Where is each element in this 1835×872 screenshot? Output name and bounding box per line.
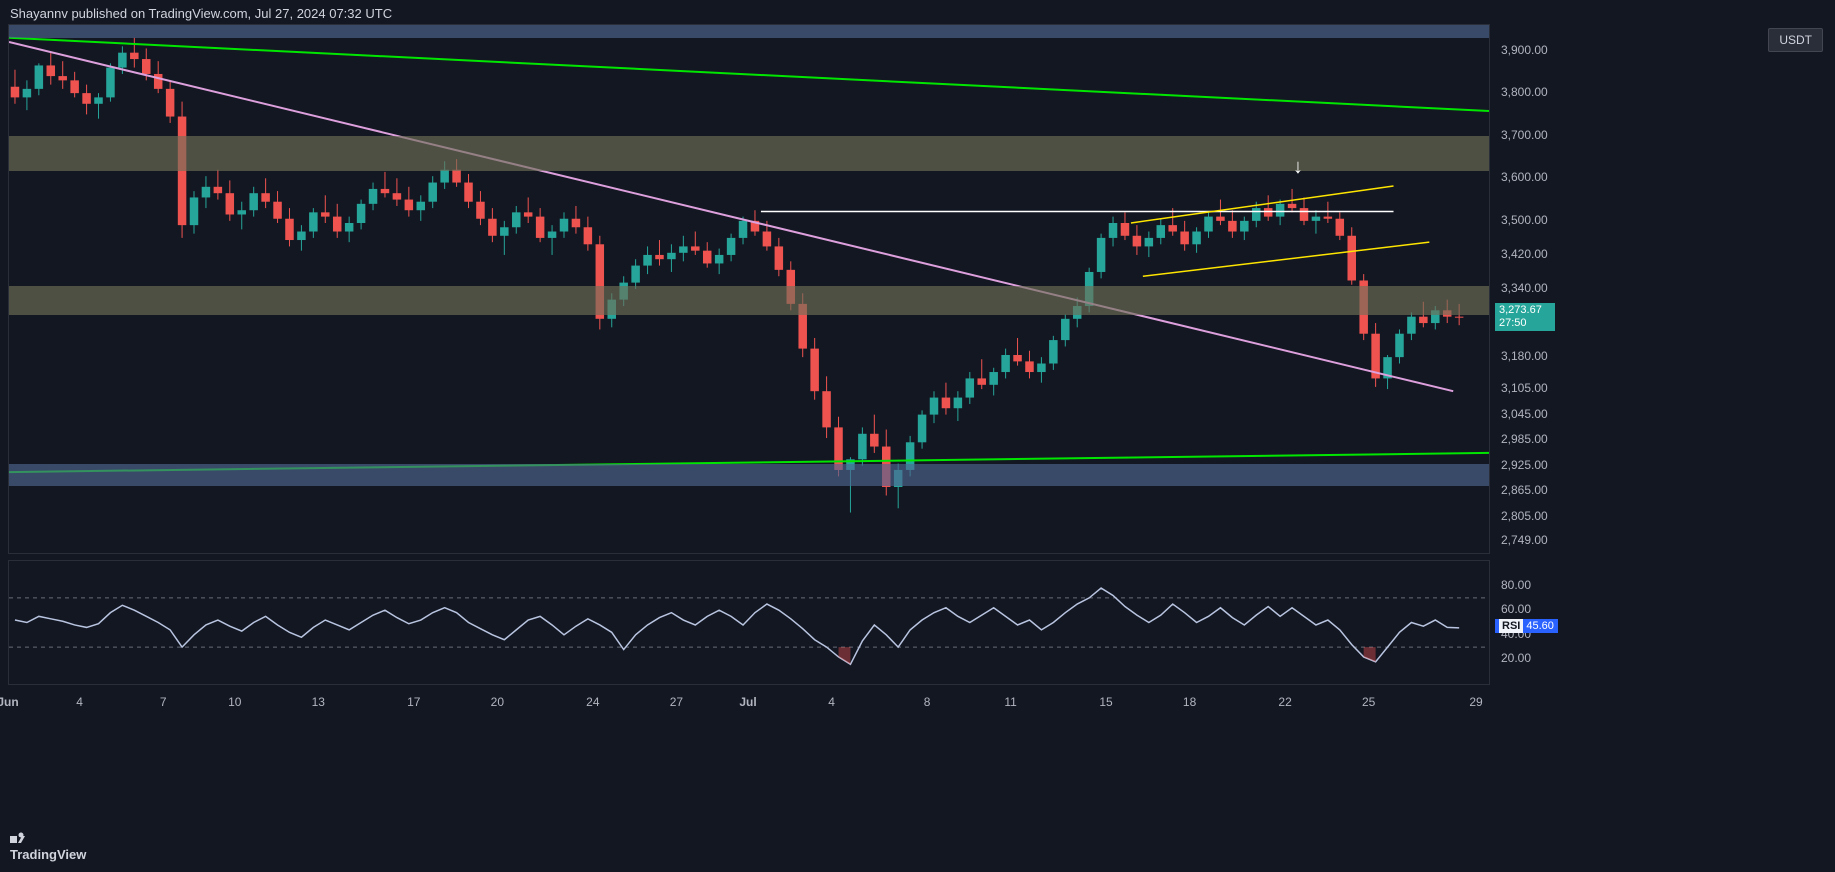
price-y-axis: 3,900.00 3,800.00 3,700.00 3,600.00 3,500.00… [1495, 24, 1555, 554]
price-y-label: 3,180.00 [1501, 349, 1548, 363]
time-x-label: 10 [228, 695, 241, 709]
current-price-tag: 3,273.6727:50 [1495, 303, 1555, 331]
publisher-name: Shayannv [10, 6, 68, 21]
pink-descending-trend [9, 42, 1453, 391]
tradingview-logo-icon [10, 831, 26, 847]
rsi-y-label: 60.00 [1501, 602, 1531, 616]
green-upper-trend [9, 38, 1489, 111]
time-x-label: 4 [828, 695, 835, 709]
time-x-label: Jul [739, 695, 756, 709]
price-y-label: 3,420.00 [1501, 247, 1548, 261]
time-x-label: 18 [1183, 695, 1196, 709]
price-y-label: 2,749.00 [1501, 533, 1548, 547]
rsi-value-tag: RSI45.60 [1495, 619, 1558, 633]
zone-lower-blue [9, 464, 1489, 486]
time-x-label: 29 [1469, 695, 1482, 709]
brand-text: TradingView [10, 847, 86, 862]
time-x-label: 8 [924, 695, 931, 709]
time-x-label: Jun [0, 695, 19, 709]
down-arrow-icon: ↓ [1293, 156, 1303, 179]
time-x-axis: Jun47101317202427Jul48111518222529 [8, 695, 1490, 715]
time-x-label: 13 [312, 695, 325, 709]
rsi-y-axis: 80.0060.0040.0020.00RSI45.60 [1495, 560, 1555, 685]
price-y-label: 3,600.00 [1501, 170, 1548, 184]
rsi-y-label: 80.00 [1501, 578, 1531, 592]
time-x-label: 17 [407, 695, 420, 709]
time-x-label: 24 [586, 695, 599, 709]
price-y-label: 3,800.00 [1501, 85, 1548, 99]
price-y-label: 2,865.00 [1501, 483, 1548, 497]
price-y-label: 3,340.00 [1501, 281, 1548, 295]
zone-mid-gray [9, 286, 1489, 316]
time-x-label: 22 [1278, 695, 1291, 709]
yellow-wedge-top [1131, 186, 1394, 223]
currency-badge: USDT [1768, 28, 1823, 52]
price-y-label: 2,925.00 [1501, 458, 1548, 472]
time-x-label: 15 [1099, 695, 1112, 709]
yellow-wedge-bottom [1143, 242, 1429, 276]
time-x-label: 7 [160, 695, 167, 709]
rsi-y-label: 20.00 [1501, 651, 1531, 665]
time-x-label: 4 [76, 695, 83, 709]
price-y-label: 3,045.00 [1501, 407, 1548, 421]
site-name: TradingView.com [149, 6, 248, 21]
price-y-label: 3,105.00 [1501, 381, 1548, 395]
zone-upper-gray [9, 136, 1489, 171]
price-y-label: 3,900.00 [1501, 43, 1548, 57]
zone-top-blue [9, 25, 1489, 38]
publish-timestamp: Jul 27, 2024 07:32 UTC [255, 6, 392, 21]
time-x-label: 11 [1004, 695, 1016, 709]
time-x-label: 27 [670, 695, 683, 709]
rsi-chart[interactable] [8, 560, 1490, 685]
time-x-label: 25 [1362, 695, 1375, 709]
price-y-label: 2,805.00 [1501, 509, 1548, 523]
price-y-label: 3,500.00 [1501, 213, 1548, 227]
brand-footer: TradingView [10, 831, 86, 862]
price-y-label: 3,700.00 [1501, 128, 1548, 142]
rsi-chart-svg [9, 561, 1489, 684]
publish-header: Shayannv published on TradingView.com, J… [10, 6, 392, 21]
price-y-label: 2,985.00 [1501, 432, 1548, 446]
time-x-label: 20 [491, 695, 504, 709]
price-chart[interactable]: ↓ [8, 24, 1490, 554]
